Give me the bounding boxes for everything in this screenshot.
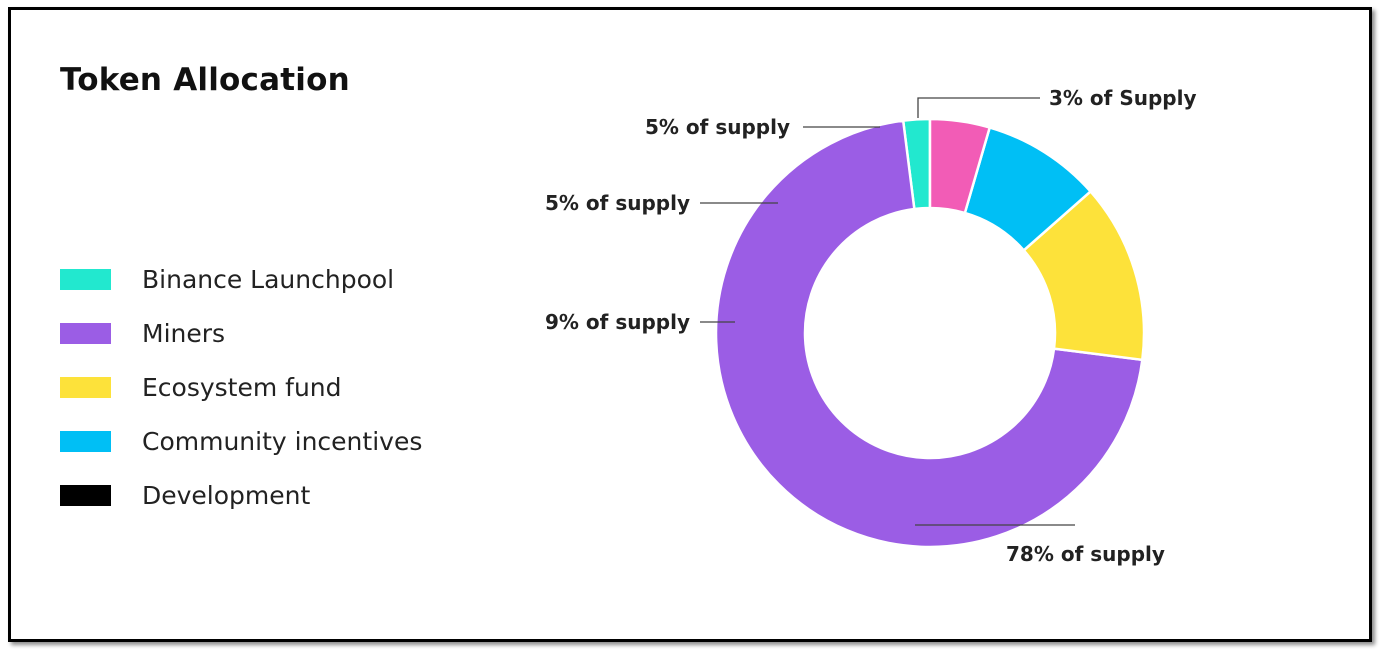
legend-swatch [60, 376, 111, 398]
data-label: 78% of supply [1006, 542, 1165, 566]
legend-item: Development [60, 468, 422, 522]
legend-label: Ecosystem fund [142, 372, 342, 402]
legend-item: Binance Launchpool [60, 252, 422, 306]
legend: Binance Launchpool Miners Ecosystem fund… [60, 252, 422, 522]
legend-swatch [60, 268, 111, 290]
donut-slice [714, 119, 1144, 549]
leader-line [917, 97, 1040, 118]
legend-item: Miners [60, 306, 422, 360]
legend-item: Community incentives [60, 414, 422, 468]
data-label: 9% of supply [545, 310, 690, 334]
legend-label: Community incentives [142, 426, 423, 456]
legend-label: Miners [142, 318, 226, 348]
chart-title: Token Allocation [60, 62, 350, 98]
data-label: 5% of supply [545, 191, 690, 215]
legend-swatch [60, 322, 111, 344]
data-label: 5% of supply [645, 115, 790, 139]
legend-item: Ecosystem fund [60, 360, 422, 414]
data-label: 3% of Supply [1049, 86, 1197, 110]
legend-swatch [60, 430, 111, 452]
legend-label: Development [142, 480, 311, 510]
legend-swatch [60, 484, 111, 506]
legend-label: Binance Launchpool [142, 264, 395, 294]
donut-slice [928, 117, 992, 215]
